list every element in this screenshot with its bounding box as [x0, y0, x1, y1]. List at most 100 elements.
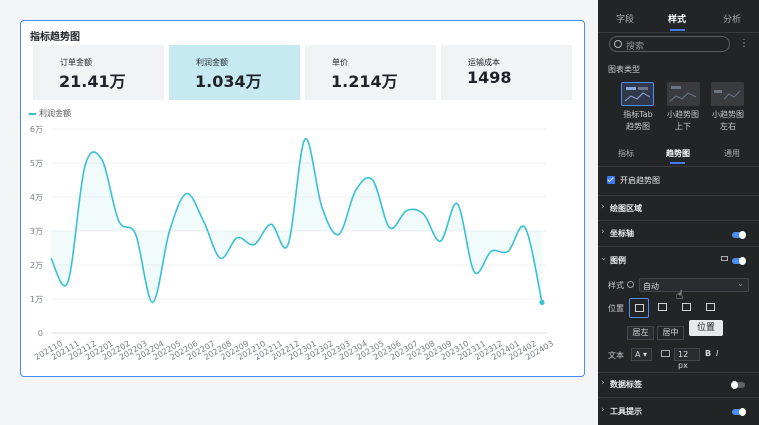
legend-top-icon: [635, 304, 644, 312]
position-top-button[interactable]: [629, 298, 649, 318]
tab-trend-icon: [624, 87, 651, 102]
position-bottom-button[interactable]: [653, 298, 673, 318]
trend-widget[interactable]: 指标趋势图 订单金额 21.41万 利润金额 1.034万 单价 1.214万 …: [20, 20, 585, 377]
search-icon: [614, 40, 622, 48]
monitor-icon[interactable]: [661, 350, 670, 357]
enable-trend-label: 开启趋势图: [620, 176, 660, 185]
tooltip-toggle[interactable]: [732, 408, 746, 416]
text-label: 文本: [608, 351, 624, 360]
legend-swatch: [29, 112, 36, 115]
toggle-knob: [739, 231, 746, 239]
section-tooltip[interactable]: 工具提示: [610, 407, 642, 416]
position-tooltip: 位置: [689, 320, 723, 336]
kpi-value: 1.034万: [195, 72, 262, 91]
kpi-value: 1.214万: [331, 72, 398, 91]
toggle-knob: [731, 381, 738, 389]
kpi-label: 运输成本: [468, 58, 500, 67]
align-center-button[interactable]: 居中: [657, 326, 684, 340]
info-icon[interactable]: [627, 281, 634, 288]
legend-label: 利润金额: [39, 109, 71, 118]
style-panel: 字段 样式 分析 搜索 ⋮ 图表类型 指标Tab 趋势图 小趋势图 上下 小趋势…: [598, 0, 759, 425]
divider: [598, 32, 759, 33]
tab-underline: [670, 29, 685, 31]
more-icon[interactable]: ⋮: [739, 38, 749, 49]
chevron-down-icon: ⌄: [737, 279, 744, 288]
y-tick-label: 3万: [30, 227, 43, 236]
font-select[interactable]: A ▾: [631, 348, 652, 361]
font-letter: A: [635, 350, 641, 359]
legend-toggle[interactable]: [732, 257, 746, 265]
font-size-input[interactable]: 12 px: [674, 348, 700, 370]
kpi-card-profit-amount[interactable]: 利润金额 1.034万: [169, 45, 300, 100]
search-placeholder: 搜索: [626, 42, 645, 52]
align-left-button[interactable]: 居左: [627, 326, 654, 340]
legend-style-select[interactable]: 自动 ⌄: [639, 278, 749, 292]
kpi-value: 21.41万: [59, 72, 126, 91]
kpi-label: 单价: [332, 58, 348, 67]
divider: [598, 220, 759, 221]
subtab-underline: [670, 162, 685, 164]
subtab-indicator[interactable]: 指标: [618, 149, 634, 158]
toggle-knob: [739, 257, 746, 265]
chevron-right-icon[interactable]: ›: [601, 202, 605, 212]
position-label: 位置: [608, 304, 624, 313]
tab-analysis[interactable]: 分析: [723, 15, 742, 25]
trend-chart: 01万2万3万4万5万6万202110202111202112202201202…: [30, 125, 555, 362]
y-tick-label: 1万: [30, 295, 43, 304]
data-label-toggle[interactable]: [731, 381, 745, 389]
chart-type-small-vertical[interactable]: [667, 82, 700, 106]
position-left-button[interactable]: [677, 298, 697, 318]
italic-button[interactable]: I: [716, 349, 719, 358]
y-tick-label: 2万: [30, 261, 43, 270]
bold-button[interactable]: B: [705, 349, 712, 358]
axis-toggle[interactable]: [732, 231, 746, 239]
kpi-label: 利润金额: [196, 58, 228, 67]
enable-trend-checkbox[interactable]: [607, 176, 615, 184]
section-data-label[interactable]: 数据标签: [610, 380, 642, 389]
kpi-card-shipping-cost[interactable]: 运输成本 1498: [441, 45, 572, 100]
legend-bottom-icon: [658, 303, 667, 311]
position-right-button[interactable]: [701, 298, 721, 318]
style-label: 样式: [608, 281, 624, 290]
chart-type-label-2: 小趋势图 上下: [667, 110, 699, 131]
toggle-knob: [739, 408, 746, 416]
section-plot-area[interactable]: 绘图区域: [610, 204, 642, 213]
chart-type-label-1: 指标Tab 趋势图: [623, 110, 653, 131]
kpi-value: 1498: [467, 68, 512, 87]
chevron-right-icon[interactable]: ›: [601, 405, 605, 415]
chart-type-label: 图表类型: [608, 65, 640, 74]
y-tick-label: 4万: [30, 193, 43, 202]
y-tick-label: 5万: [30, 159, 43, 168]
kpi-card-unit-price[interactable]: 单价 1.214万: [305, 45, 436, 100]
kpi-label: 订单金额: [60, 58, 92, 67]
subtab-general[interactable]: 通用: [724, 149, 740, 158]
tab-style[interactable]: 样式: [668, 15, 687, 25]
chevron-down-icon[interactable]: ›: [597, 257, 608, 261]
chart-type-tab-trend[interactable]: [621, 82, 654, 106]
font-size-value: 12: [678, 350, 689, 359]
divider: [598, 195, 759, 196]
chart-legend[interactable]: 利润金额: [29, 108, 71, 119]
canvas-area: 指标趋势图 订单金额 21.41万 利润金额 1.034万 单价 1.214万 …: [20, 20, 585, 377]
kpi-card-order-amount[interactable]: 订单金额 21.41万: [33, 45, 164, 100]
divider: [598, 397, 759, 398]
series-point[interactable]: [539, 299, 545, 305]
legend-right-icon: [706, 303, 715, 311]
chevron-right-icon[interactable]: ›: [601, 378, 605, 388]
select-value: 自动: [643, 282, 659, 291]
tab-fields[interactable]: 字段: [616, 15, 635, 25]
small-trend-vertical-icon: [669, 86, 697, 102]
monitor-icon[interactable]: [721, 256, 728, 261]
chevron-right-icon[interactable]: ›: [601, 227, 605, 237]
widget-title: 指标趋势图: [30, 32, 80, 43]
y-tick-label: 0: [38, 329, 43, 338]
section-legend[interactable]: 图例: [610, 256, 626, 265]
chart-type-label-3: 小趋势图 左右: [712, 110, 744, 131]
subtab-trend[interactable]: 趋势图: [666, 149, 690, 158]
search-input[interactable]: 搜索: [609, 36, 730, 52]
chart-type-small-horizontal[interactable]: [711, 82, 744, 106]
section-axis[interactable]: 坐标轴: [610, 229, 634, 238]
series-line[interactable]: [50, 138, 543, 304]
legend-left-icon: [682, 303, 691, 311]
divider: [598, 166, 759, 167]
